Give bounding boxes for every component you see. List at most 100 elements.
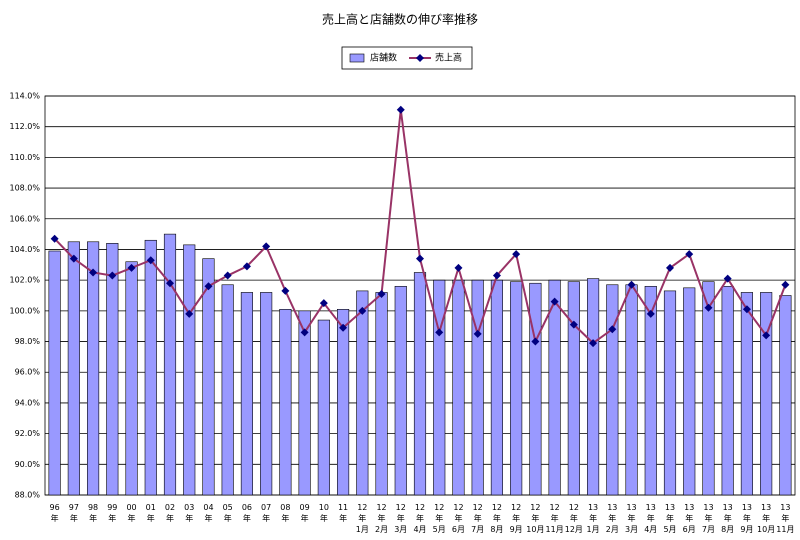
bar	[779, 295, 792, 496]
x-tick-label: 12 年 1月	[356, 503, 369, 534]
marker	[589, 339, 598, 348]
bar	[644, 285, 657, 496]
marker	[569, 320, 578, 329]
y-tick-label: 90.0%	[15, 460, 41, 469]
bar	[87, 241, 100, 496]
y-tick-label: 98.0%	[15, 337, 41, 346]
x-tick-label: 13 年 11月	[776, 503, 794, 534]
bar	[240, 292, 253, 496]
bar	[183, 244, 196, 496]
bar	[298, 310, 311, 496]
x-tick-label: 13 年 3月	[625, 503, 638, 534]
y-tick-label: 112.0%	[9, 122, 40, 131]
marker	[454, 263, 463, 272]
x-tick-label: 12 年 7月	[471, 503, 484, 534]
bar	[490, 279, 503, 496]
marker	[723, 274, 732, 283]
marker	[146, 256, 155, 265]
marker	[339, 323, 348, 332]
chart-title: 売上高と店舗数の伸び率推移	[322, 12, 478, 27]
marker	[223, 271, 232, 280]
x-tick-label: 13 年 6月	[683, 503, 696, 534]
marker	[704, 303, 713, 312]
y-tick-label: 104.0%	[9, 245, 40, 254]
bar	[760, 292, 773, 496]
y-tick-label: 106.0%	[9, 214, 40, 223]
x-tick-label: 12 年 12月	[565, 503, 583, 534]
bar	[740, 292, 753, 496]
marker	[262, 242, 271, 251]
bar	[337, 309, 350, 496]
y-tick-label: 94.0%	[15, 398, 41, 407]
bar	[702, 281, 715, 496]
x-tick-label: 06 年	[242, 503, 252, 523]
x-tick-label: 13 年 7月	[702, 503, 715, 534]
marker	[416, 254, 424, 263]
marker	[204, 282, 213, 291]
marker	[781, 280, 790, 289]
bar	[375, 292, 388, 496]
legend-box	[341, 46, 473, 70]
marker	[666, 263, 674, 272]
marker	[627, 280, 636, 289]
bar	[625, 284, 638, 496]
bar	[48, 250, 61, 496]
marker	[300, 328, 309, 337]
x-tick-label: 11 年	[338, 503, 348, 523]
x-tick-label: 03 年	[184, 503, 194, 523]
bar	[317, 319, 330, 496]
legend-label: 店舗数	[370, 52, 397, 64]
y-tick-label: 114.0%	[9, 92, 40, 101]
x-tick-label: 12 年 10月	[526, 503, 544, 534]
x-tick-label: 12 年 9月	[510, 503, 523, 534]
marker	[108, 271, 117, 280]
x-tick-label: 08 年	[280, 503, 290, 523]
marker	[531, 337, 540, 346]
x-tick-label: 10 年	[319, 503, 329, 523]
legend-swatch	[349, 53, 365, 63]
x-tick-label: 01 年	[146, 503, 156, 523]
marker	[50, 234, 59, 243]
legend-label: 売上高	[435, 52, 462, 64]
x-tick-label: 12 年 6月	[452, 503, 465, 534]
marker	[685, 250, 694, 259]
x-tick-label: 99 年	[107, 503, 117, 523]
bar	[394, 285, 407, 496]
y-tick-label: 108.0%	[9, 184, 40, 193]
marker	[473, 329, 482, 338]
marker	[377, 289, 386, 298]
bar	[67, 241, 80, 496]
bar	[356, 290, 369, 496]
x-tick-label: 00 年	[126, 503, 136, 523]
x-tick-label: 12 年 8月	[490, 503, 503, 534]
x-tick-label: 97 年	[69, 503, 79, 523]
x-tick-label: 12 年 3月	[394, 503, 407, 534]
x-tick-label: 13 年 9月	[740, 503, 753, 534]
y-tick-label: 102.0%	[9, 276, 40, 285]
marker	[492, 271, 501, 280]
bar	[567, 281, 580, 496]
bar	[106, 243, 119, 496]
marker	[608, 325, 617, 334]
bar	[721, 285, 734, 496]
marker	[242, 262, 251, 271]
marker	[166, 279, 174, 288]
x-tick-label: 13 年 10月	[757, 503, 775, 534]
bar	[433, 279, 446, 496]
x-tick-label: 09 年	[300, 503, 310, 523]
legend-marker	[416, 54, 424, 62]
bar	[471, 279, 484, 496]
bar	[548, 279, 561, 496]
x-tick-label: 12 年 4月	[413, 503, 426, 534]
x-tick-label: 12 年 11月	[546, 503, 564, 534]
x-tick-label: 02 年	[165, 503, 175, 523]
marker	[319, 299, 328, 308]
x-tick-label: 12 年 2月	[375, 503, 388, 534]
bar	[221, 284, 234, 496]
marker	[550, 297, 559, 306]
marker	[281, 286, 290, 295]
x-tick-label: 13 年 8月	[721, 503, 734, 534]
marker	[435, 328, 444, 337]
bar	[202, 258, 215, 496]
